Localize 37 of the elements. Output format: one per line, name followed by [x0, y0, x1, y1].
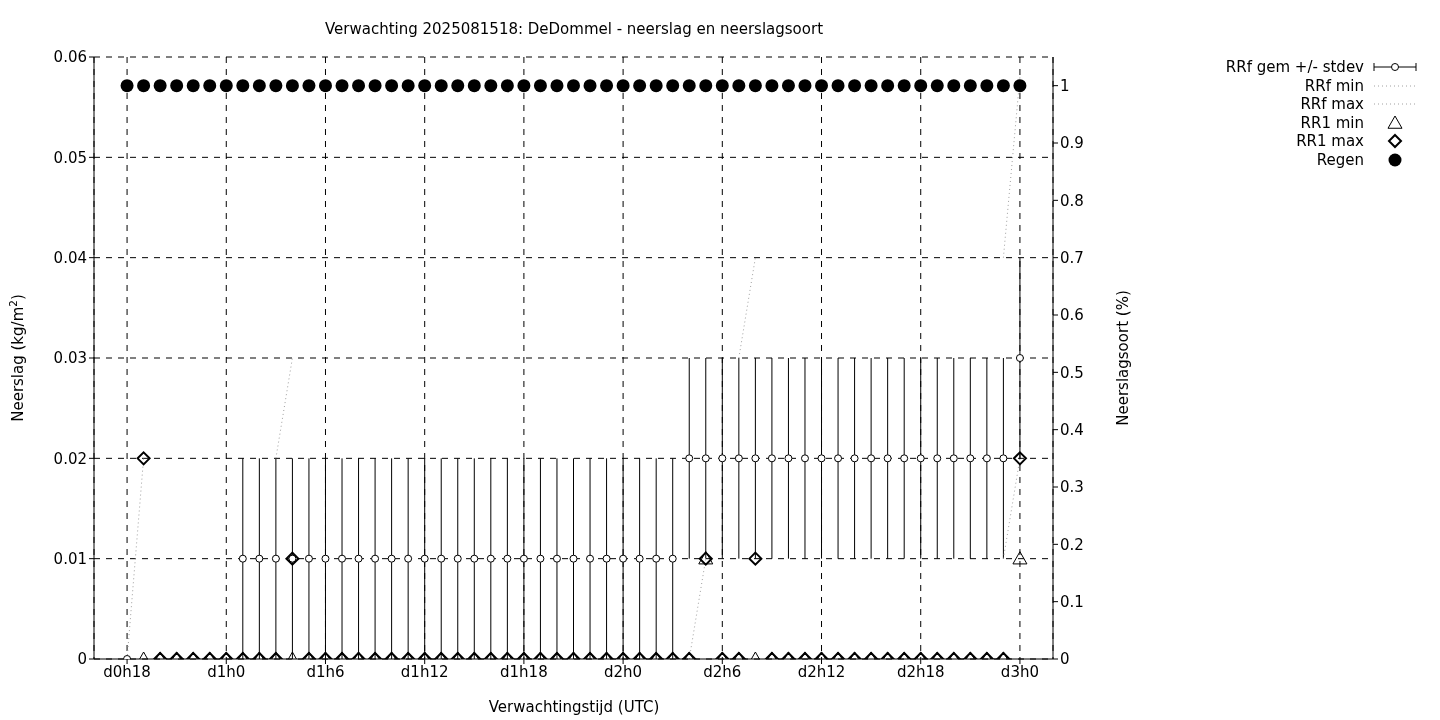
y2-tick-label: 0.9	[1060, 134, 1084, 153]
x-tick-label: d1h0	[207, 662, 246, 681]
y2-tick-label: 0.6	[1060, 306, 1084, 325]
y2-tick-label: 1	[1060, 76, 1070, 95]
y2-tick-label: 0.4	[1060, 420, 1084, 439]
x-axis-title: Verwachtingstijd (UTC)	[488, 698, 660, 716]
chart-title: Verwachting 2025081518: DeDommel - neerslag en neerslagsoort	[324, 20, 824, 38]
y2-tick-label: 0.3	[1060, 478, 1084, 497]
y2-tick-label: 0.7	[1060, 248, 1084, 267]
y2-tick-label: 0	[1060, 650, 1070, 669]
y-tick-label: 0.01	[53, 549, 87, 568]
legend-label: RR1 min	[1299, 113, 1364, 132]
x-tick-label: d2h6	[703, 662, 742, 681]
x-tick-label: d3h0	[1000, 662, 1039, 681]
y-tick-label: 0	[77, 650, 87, 669]
x-tick-label: d1h12	[400, 662, 449, 681]
y-tick-label: 0.03	[53, 349, 87, 368]
y2-axis-title: Neerslagsoort (%)	[1114, 290, 1132, 426]
legend-label: RR1 max	[1295, 132, 1364, 151]
x-tick-label: d2h18	[896, 662, 945, 681]
legend-label: Regen	[1315, 150, 1364, 169]
legend-label: RRf gem +/- stdev	[1224, 58, 1364, 77]
x-tick-label: d0h18	[103, 662, 151, 681]
legend-label: RRf max	[1299, 95, 1364, 114]
y-tick-label: 0.06	[53, 48, 87, 67]
x-tick-label: d2h12	[797, 662, 846, 681]
x-tick-label: d2h0	[604, 662, 643, 681]
y2-tick-label: 0.8	[1060, 191, 1084, 210]
legend-label: RRf min	[1303, 76, 1364, 95]
x-tick-label: d1h18	[500, 662, 548, 681]
y-tick-label: 0.05	[53, 148, 87, 167]
y-tick-label: 0.02	[53, 449, 87, 468]
x-tick-label: d1h6	[306, 662, 345, 681]
y2-tick-label: 0.1	[1060, 592, 1084, 611]
y-tick-label: 0.04	[53, 248, 87, 267]
y2-tick-label: 0.2	[1060, 535, 1084, 554]
y2-tick-label: 0.5	[1060, 363, 1084, 382]
